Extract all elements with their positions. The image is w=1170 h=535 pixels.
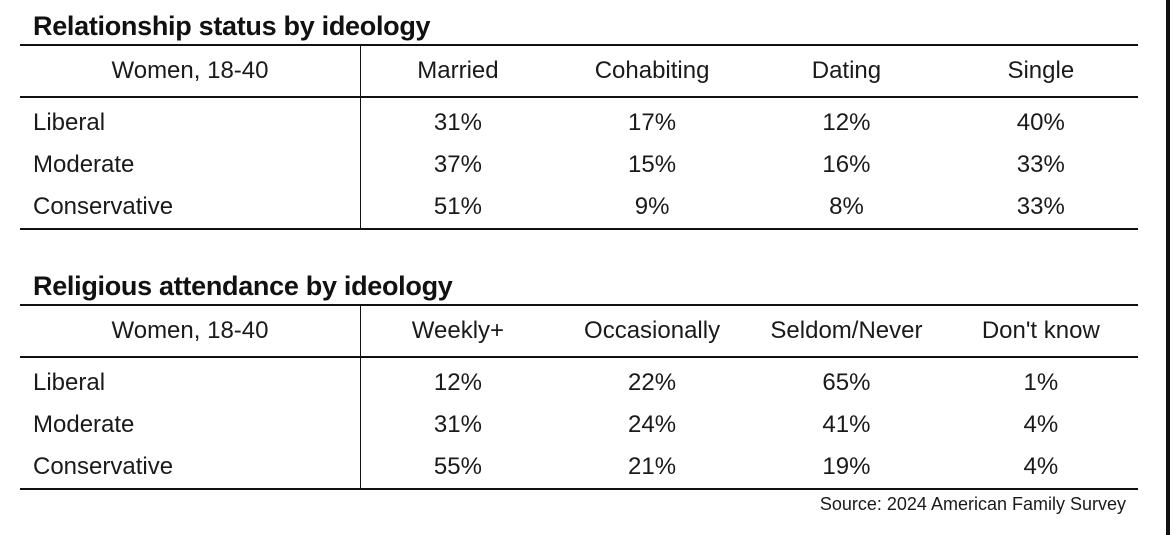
source-note: Source: 2024 American Family Survey [819, 494, 1126, 514]
cell-value: 33% [1016, 193, 1065, 220]
row-label: Moderate [20, 144, 361, 186]
column-header: Cohabiting [594, 57, 710, 84]
cell-value: 51% [433, 193, 482, 220]
row-label: Moderate [20, 404, 361, 446]
cell-value: 37% [433, 151, 482, 178]
cell-value: 41% [822, 411, 871, 438]
table-title: Relationship status by ideology [33, 11, 431, 41]
table-row: Conservative 51% 9% 8% 33% [20, 186, 1138, 229]
column-header: Weekly+ [411, 317, 505, 344]
cell-value: 4% [1023, 453, 1059, 480]
cell-value: 55% [433, 453, 482, 480]
cell-value: 15% [628, 151, 677, 178]
cell-value: 24% [628, 411, 677, 438]
row-label: Conservative [20, 446, 361, 489]
row-label: Liberal [20, 97, 361, 144]
column-header: Dating [811, 57, 882, 84]
cell-value: 4% [1023, 411, 1059, 438]
relationship-status-table-block: Relationship status by ideology Women, 1… [20, 8, 1138, 230]
row-label: Liberal [20, 357, 361, 404]
religious-attendance-table: Women, 18-40 Weekly+ Occasionally Seldom… [20, 304, 1138, 490]
header-row: Women, 18-40 Weekly+ Occasionally Seldom… [20, 305, 1138, 357]
table-title: Religious attendance by ideology [33, 271, 453, 301]
cell-value: 21% [628, 453, 677, 480]
header-row: Women, 18-40 Married Cohabiting Dating S… [20, 45, 1138, 97]
cell-value: 8% [829, 193, 864, 220]
cell-value: 19% [822, 453, 871, 480]
table-row: Liberal 12% 22% 65% 1% [20, 357, 1138, 404]
cell-value: 12% [822, 109, 871, 136]
cell-value: 33% [1016, 151, 1065, 178]
column-header: Don't know [981, 317, 1100, 344]
group-label-header: Women, 18-40 [20, 305, 361, 357]
column-header: Seldom/Never [770, 317, 923, 344]
cell-value: 16% [822, 151, 871, 178]
table-row: Moderate 37% 15% 16% 33% [20, 144, 1138, 186]
cell-value: 22% [628, 369, 677, 396]
row-label: Conservative [20, 186, 361, 229]
relationship-status-table: Women, 18-40 Married Cohabiting Dating S… [20, 44, 1138, 230]
religious-attendance-table-block: Religious attendance by ideology Women, … [20, 268, 1138, 490]
column-header: Single [1007, 57, 1075, 84]
cell-value: 17% [628, 109, 677, 136]
group-label-header: Women, 18-40 [20, 45, 361, 97]
cell-value: 31% [433, 411, 482, 438]
cell-value: 1% [1023, 369, 1059, 396]
cell-value: 65% [822, 369, 871, 396]
frame-border [1166, 0, 1170, 535]
cell-value: 12% [433, 369, 482, 396]
column-header: Married [417, 57, 499, 84]
table-row: Moderate 31% 24% 41% 4% [20, 404, 1138, 446]
table-row: Liberal 31% 17% 12% 40% [20, 97, 1138, 144]
column-header: Occasionally [584, 317, 721, 344]
cell-value: 40% [1016, 109, 1065, 136]
table-row: Conservative 55% 21% 19% 4% [20, 446, 1138, 489]
cell-value: 31% [433, 109, 482, 136]
cell-value: 9% [634, 193, 670, 220]
